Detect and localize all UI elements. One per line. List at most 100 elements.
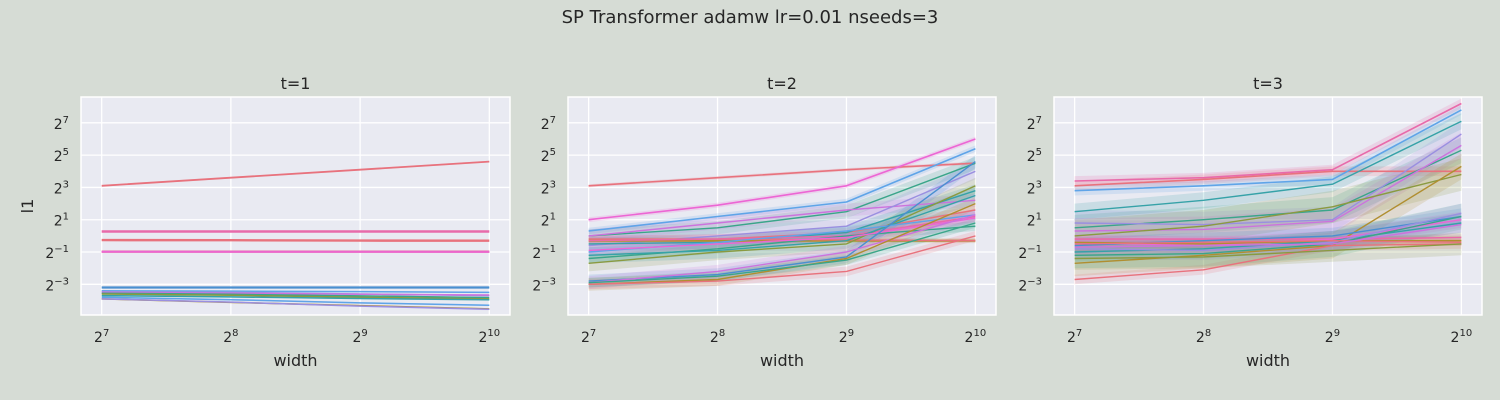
y-tick-label-base: 2: [1018, 246, 1027, 262]
series-18-band: [1074, 232, 1462, 270]
panel-title: t=2: [767, 74, 797, 93]
series-11-line: [101, 293, 490, 300]
x-tick-label-exponent: 10: [973, 328, 986, 339]
y-tick-label-exponent: −3: [54, 276, 69, 287]
series-17-line: [588, 161, 976, 282]
series-2-line: [101, 238, 490, 242]
series-group: [1074, 98, 1462, 285]
series-11-line: [588, 215, 976, 242]
series-13-line: [588, 185, 976, 264]
plot-border: [1053, 96, 1483, 316]
series-10-line: [1074, 243, 1462, 281]
series-3-line: [1074, 109, 1462, 192]
series-1-band: [1074, 98, 1462, 186]
x-axis-label: width: [273, 351, 317, 370]
series-4-band: [1074, 113, 1462, 220]
y-tick-label-base: 2: [54, 117, 63, 133]
x-tick-label-exponent: 9: [848, 328, 854, 339]
x-tick-label: 28: [710, 328, 725, 346]
series-3-line: [588, 147, 976, 232]
x-tick-label-base: 2: [352, 330, 361, 346]
y-tick-label-exponent: −3: [1027, 276, 1042, 287]
y-tick-label-exponent: −1: [54, 244, 69, 255]
y-tick-label-exponent: 1: [550, 212, 556, 223]
y-tick-label: 21: [541, 212, 556, 230]
series-19-line: [1074, 239, 1462, 245]
x-tick-label: 29: [1325, 328, 1340, 346]
series-21-line: [588, 222, 976, 284]
y-tick-label-base: 2: [1018, 278, 1027, 294]
y-tick-label: 25: [54, 147, 69, 165]
series-5-band: [1074, 137, 1462, 241]
y-tick-label-base: 2: [54, 181, 63, 197]
y-tick-label-exponent: 5: [550, 147, 556, 158]
series-11-band: [588, 211, 976, 246]
series-1-line: [588, 162, 976, 187]
y-tick-label-base: 2: [1027, 117, 1036, 133]
y-tick-label-base: 2: [541, 214, 550, 230]
series-4-line: [1074, 120, 1462, 213]
series-18-band: [588, 208, 976, 290]
series-18-line: [588, 214, 976, 284]
series-10-line: [588, 238, 976, 242]
y-tick-label-base: 2: [45, 278, 54, 294]
x-tick-label-exponent: 9: [361, 328, 367, 339]
y-tick-label-exponent: 1: [1036, 212, 1042, 223]
series-7-band: [588, 163, 976, 254]
x-tick-label-base: 2: [1451, 330, 1460, 346]
series-10-band: [1074, 239, 1462, 285]
series-6-line: [1074, 133, 1462, 226]
y-tick-label-exponent: −1: [541, 244, 556, 255]
x-tick-label: 29: [352, 328, 367, 346]
x-tick-label: 28: [223, 328, 238, 346]
y-tick-label: 2−3: [45, 276, 69, 294]
series-16-line: [588, 217, 976, 252]
y-tick-label-exponent: 5: [1036, 147, 1042, 158]
y-tick-label: 2−3: [532, 276, 556, 294]
x-tick-label-base: 2: [581, 330, 590, 346]
series-5-line: [588, 199, 976, 237]
x-tick-label-base: 2: [1067, 330, 1076, 346]
x-tick-label-base: 2: [94, 330, 103, 346]
x-tick-label-exponent: 9: [1334, 328, 1340, 339]
y-tick-label: 2−1: [1018, 244, 1042, 262]
y-tick-label-base: 2: [1027, 149, 1036, 165]
series-13-band: [588, 177, 976, 272]
series-20-line: [588, 235, 976, 285]
y-tick-label-base: 2: [1027, 181, 1036, 197]
series-16-line: [1074, 215, 1462, 256]
series-17-line: [1074, 212, 1462, 252]
y-tick-label-base: 2: [541, 149, 550, 165]
series-1-line: [101, 160, 490, 187]
y-tick-label-exponent: 3: [550, 179, 556, 190]
y-axis-label: l1: [18, 199, 37, 214]
y-tick-label-exponent: 3: [1036, 179, 1042, 190]
series-15-line: [101, 298, 490, 311]
panel-title: t=3: [1253, 74, 1283, 93]
y-tick-label-exponent: −3: [541, 276, 556, 287]
x-tick-label-base: 2: [710, 330, 719, 346]
y-tick-label: 25: [1027, 147, 1042, 165]
y-tick-label-exponent: 5: [63, 147, 69, 158]
figure-suptitle: SP Transformer adamw lr=0.01 nseeds=3: [562, 7, 939, 28]
x-tick-label: 210: [965, 328, 987, 346]
y-tick-label-exponent: 3: [63, 179, 69, 190]
y-tick-label-base: 2: [541, 181, 550, 197]
series-19-line: [588, 202, 976, 285]
series-3-band: [1074, 105, 1462, 196]
series-2-band: [1074, 166, 1462, 191]
plot-border: [80, 96, 511, 316]
series-14-line: [588, 194, 976, 256]
series-18-line: [1074, 243, 1462, 260]
y-tick-label-exponent: 1: [63, 212, 69, 223]
x-tick-label: 27: [1067, 328, 1082, 346]
y-tick-label: 21: [54, 212, 69, 230]
y-tick-label-base: 2: [45, 246, 54, 262]
series-2-line: [1074, 170, 1462, 187]
x-tick-label: 210: [1451, 328, 1473, 346]
y-tick-label-base: 2: [1027, 214, 1036, 230]
series-13-line: [101, 296, 490, 307]
y-tick-label: 21: [1027, 212, 1042, 230]
plot-border: [567, 96, 997, 316]
